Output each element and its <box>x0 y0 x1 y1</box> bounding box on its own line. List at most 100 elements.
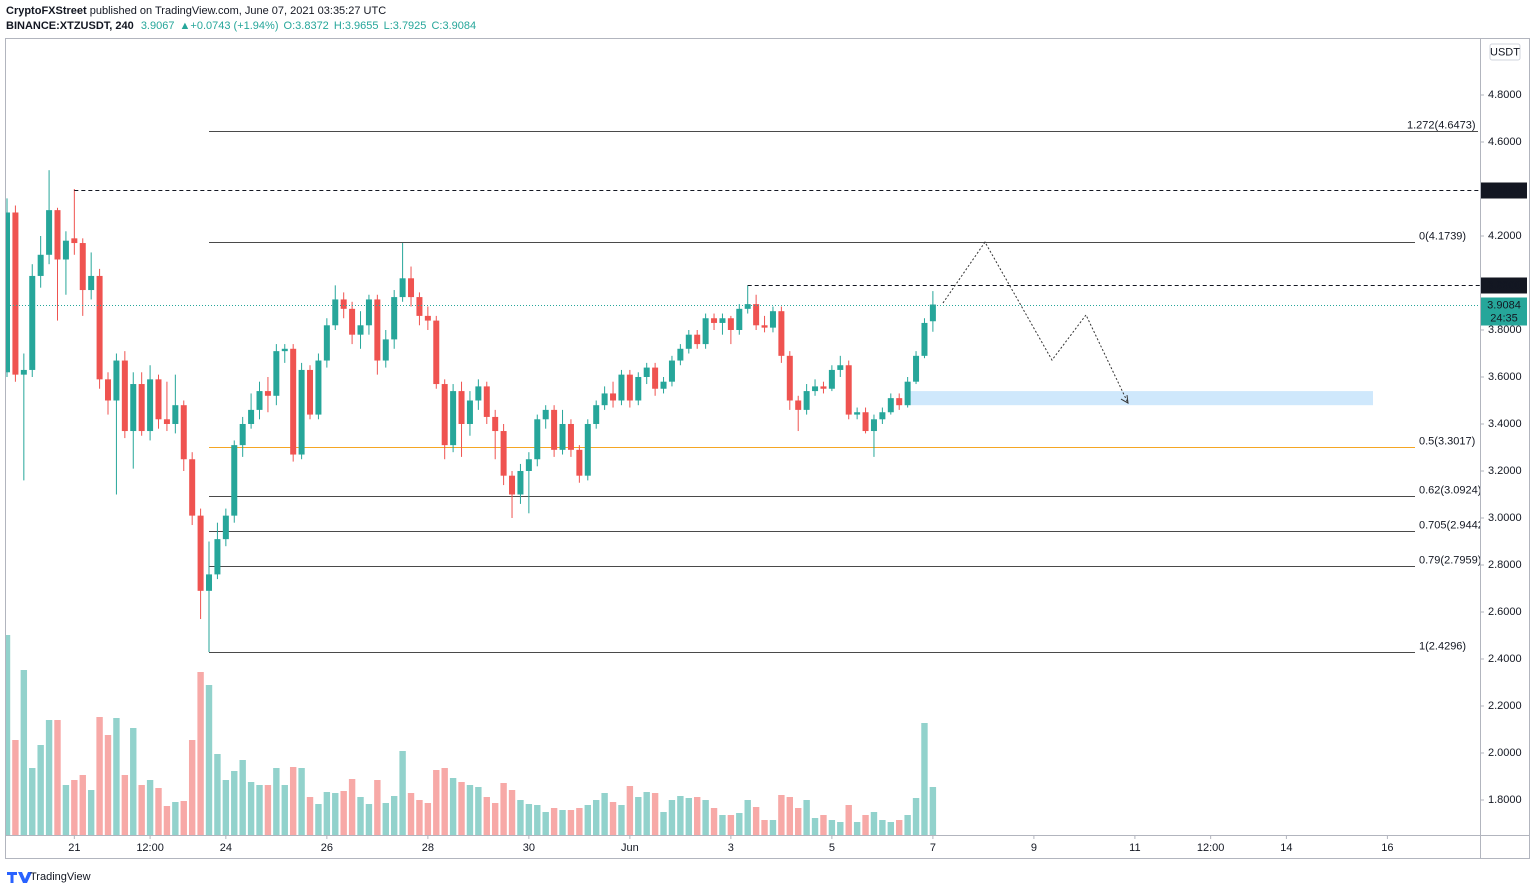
volume-bar <box>298 768 305 835</box>
volume-bar <box>719 815 726 835</box>
candle-body <box>88 275 95 291</box>
candle-body <box>290 348 297 455</box>
candle-body <box>542 409 549 420</box>
candle-body <box>610 393 617 401</box>
candle-body <box>416 297 423 316</box>
volume-bar <box>416 800 423 835</box>
volume-bar <box>6 635 11 835</box>
candle-body <box>424 315 431 321</box>
volume-bar <box>508 790 516 835</box>
candle-body <box>576 449 583 476</box>
volume-bar <box>542 812 549 835</box>
candle-body <box>483 386 490 417</box>
volume-bar <box>197 672 204 835</box>
volume-bar <box>795 808 802 835</box>
ohlc-high: H:3.9655 <box>334 20 379 32</box>
candle-body <box>71 238 78 244</box>
x-tick-label: 26 <box>321 842 333 854</box>
candle-body <box>147 379 154 432</box>
y-tick-label: 3.8000 <box>1488 324 1522 336</box>
volume-bar <box>483 797 490 835</box>
candle-body <box>365 299 372 326</box>
candle-body <box>879 412 886 420</box>
fib-label: 0(4.1739) <box>1419 230 1466 242</box>
y-tick-label: 2.6000 <box>1488 606 1522 618</box>
projection-arrow <box>1120 395 1129 405</box>
volume-bar <box>761 820 768 835</box>
candle-body <box>685 334 692 349</box>
candle-body <box>273 351 280 396</box>
candle-body <box>391 297 398 340</box>
volume-bar <box>340 791 347 835</box>
candle-body <box>753 304 760 326</box>
volume-bar <box>163 806 171 835</box>
ohlc-close: C:3.9084 <box>431 20 476 32</box>
header-line: CryptoFXStreet published on TradingView.… <box>6 5 386 17</box>
volume-bar <box>618 805 625 835</box>
x-tick-label: 9 <box>1031 842 1037 854</box>
candle-body <box>887 398 894 413</box>
volume-bar <box>365 804 373 835</box>
candle-body <box>778 311 785 356</box>
volume-bar <box>879 820 886 835</box>
volume-bar <box>332 793 339 835</box>
candle-body <box>214 539 221 575</box>
candle-body <box>652 367 659 389</box>
candle-body <box>46 210 53 255</box>
y-tick-label: 2.8000 <box>1488 559 1522 571</box>
candle-body <box>694 334 701 345</box>
candle-body <box>138 384 145 432</box>
fib-label: 1(2.4296) <box>1419 640 1466 652</box>
volume-bar <box>130 728 137 835</box>
candle-body <box>180 405 187 460</box>
candle-body <box>643 367 650 377</box>
candle-body <box>862 412 869 432</box>
volume-bar <box>399 751 406 835</box>
volume-bar <box>155 788 162 835</box>
volume-bar <box>231 771 238 835</box>
publisher: CryptoFXStreet <box>6 5 87 17</box>
volume-bar <box>104 735 112 835</box>
candle-body <box>450 391 457 446</box>
volume-bar <box>912 798 920 835</box>
volume-bar <box>424 803 432 835</box>
candle-body <box>736 308 743 330</box>
candle-body <box>525 459 532 471</box>
volume-bar <box>87 790 95 835</box>
candle-body <box>744 304 751 309</box>
candle-body <box>803 391 810 410</box>
level-box <box>1481 277 1527 294</box>
candle-body <box>298 369 305 455</box>
volume-bar <box>870 812 878 835</box>
candle-body <box>719 318 726 323</box>
volume-bar <box>786 797 793 835</box>
candle-body <box>828 369 835 389</box>
candle-body <box>896 398 903 406</box>
candle-body <box>618 374 625 401</box>
last-price-box <box>1481 297 1527 326</box>
volume-bar <box>534 805 541 835</box>
ohlc-open: O:3.8372 <box>284 20 329 32</box>
volume-bar <box>845 805 852 835</box>
y-tick-label: 4.8000 <box>1488 89 1522 101</box>
volume-bar <box>20 670 28 835</box>
candle-body <box>854 412 861 415</box>
volume-bar <box>289 767 297 835</box>
candle-body <box>12 212 19 375</box>
candle-body <box>870 419 877 432</box>
volume-bar <box>887 822 894 835</box>
volume-bar <box>576 808 583 835</box>
candle-body <box>96 275 103 380</box>
volume-bar <box>62 785 70 835</box>
support-zone <box>908 391 1373 406</box>
volume-bar <box>651 793 659 835</box>
volume-bar <box>273 768 280 835</box>
volume-bar <box>475 787 482 835</box>
y-tick-label: 1.8000 <box>1488 794 1522 806</box>
candle-body <box>551 409 558 450</box>
candle-body <box>349 308 356 335</box>
plot: 1.272(4.6473) 0(4.1739) 0.5(3.3017) 0.62(3.… <box>6 119 1480 835</box>
volume-bar <box>458 782 465 835</box>
volume-bar <box>441 768 448 835</box>
volume-bar <box>113 718 120 835</box>
